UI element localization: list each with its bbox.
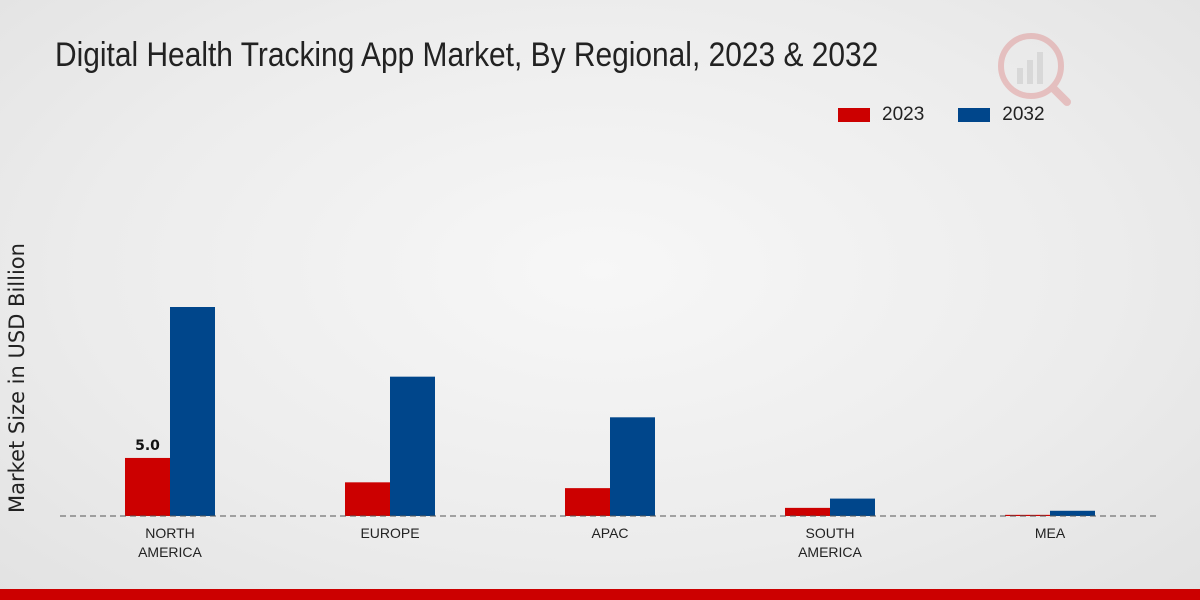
bar-2023-3 [785,507,830,516]
x-tick-label: NORTH [145,525,195,541]
bar-2032-1 [390,376,435,516]
x-tick-label: EUROPE [360,525,419,541]
bar-2023-4 [1005,514,1050,516]
legend-item-2032: 2032 [958,104,1045,126]
legend: 2023 2032 [838,104,1045,126]
legend-swatch-2023 [838,108,870,122]
data-label: 5.0 [135,438,160,454]
x-tick-label: SOUTH [806,525,855,541]
x-tick-label: MEA [1035,525,1066,541]
footer-bar [0,589,1200,600]
bar-2032-3 [830,498,875,516]
chart-title: Digital Health Tracking App Market, By R… [55,36,879,74]
bar-2023-0 [125,457,170,516]
bar-2032-0 [170,307,215,516]
x-tick-label: APAC [591,525,628,541]
legend-item-2023: 2023 [838,104,924,126]
x-tick-label: AMERICA [138,544,202,560]
legend-label-2032: 2032 [1002,104,1045,125]
x-tick-label: AMERICA [798,544,862,560]
watermark-logo-icon [998,33,1071,106]
bar-2032-4 [1050,510,1095,516]
bar-2023-2 [565,488,610,516]
legend-label-2023: 2023 [882,104,925,125]
bar-2023-1 [345,482,390,516]
bar-2032-2 [610,417,655,516]
legend-swatch-2032 [958,108,991,122]
